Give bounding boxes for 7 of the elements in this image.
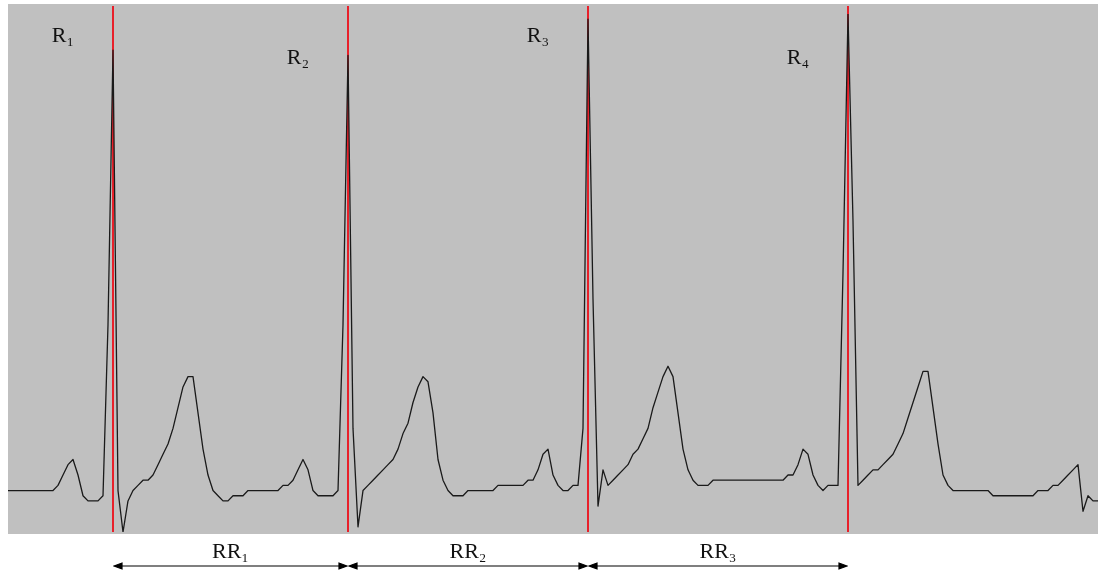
annotation: R₄ — [786, 43, 810, 69]
annotation: R₂ — [286, 43, 310, 69]
text: RR₂ — [449, 537, 487, 563]
text: RR₃ — [699, 537, 737, 563]
text: RR₁ — [211, 537, 250, 563]
annotation: R₁ — [51, 21, 75, 47]
annotation: R₃ — [526, 21, 550, 47]
